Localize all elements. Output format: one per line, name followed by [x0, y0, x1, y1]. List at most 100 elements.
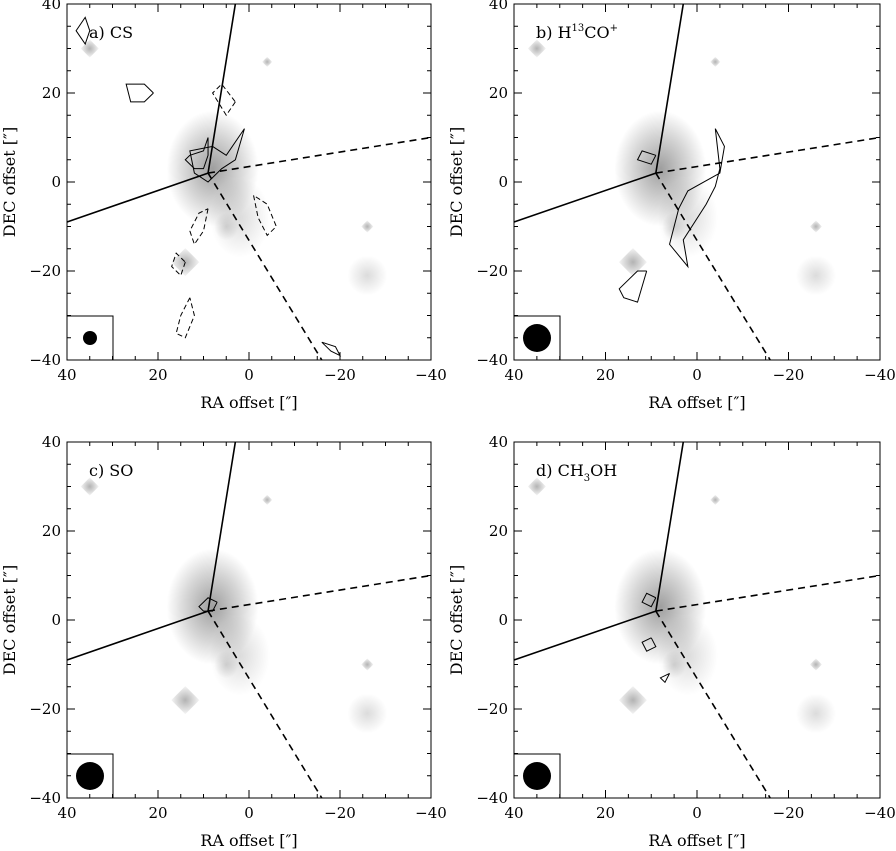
ticks — [513, 3, 881, 361]
contour-dashed — [253, 194, 277, 237]
contour-solid — [125, 83, 154, 103]
axis-dashed-south — [655, 172, 771, 361]
y-tick-label: 0 — [51, 173, 61, 191]
x-tick-label: −20 — [773, 804, 805, 822]
y-tick-label: 20 — [489, 522, 508, 540]
diamond-source-3 — [361, 220, 374, 233]
axis-dashed-south — [207, 172, 323, 361]
outflow-axes — [66, 3, 432, 361]
beam-circle — [76, 762, 104, 790]
x-tick-label: 40 — [57, 366, 76, 384]
faint-blob-east — [795, 693, 836, 734]
greyscale-image — [527, 39, 836, 296]
x-tick-label: 40 — [57, 804, 76, 822]
x-tick-label: 40 — [504, 804, 523, 822]
x-tick-label: 20 — [148, 804, 167, 822]
panel-label: b) H13CO+ — [536, 23, 618, 42]
y-axis-title: DEC offset [″] — [0, 565, 19, 676]
diamond-source-2 — [527, 39, 546, 58]
axis-solid-east — [513, 172, 657, 223]
x-axis-title: RA offset [″] — [648, 393, 745, 412]
x-tick-label: −40 — [864, 366, 896, 384]
y-tick-label: 40 — [42, 0, 61, 13]
x-tick-label: −40 — [864, 804, 896, 822]
x-tick-label: 20 — [148, 366, 167, 384]
x-tick-label: −20 — [324, 804, 356, 822]
axis-solid-east — [66, 172, 209, 223]
beam-circle — [523, 762, 551, 790]
x-axis-title: RA offset [″] — [648, 831, 745, 850]
beam-circle — [523, 324, 551, 352]
contour-dashed — [211, 83, 236, 117]
y-tick-label: 40 — [42, 433, 61, 451]
faint-blob-east — [347, 255, 388, 296]
diamond-source-2 — [80, 477, 99, 496]
x-tick-label: 20 — [596, 804, 615, 822]
diamond-source-4 — [262, 494, 273, 505]
y-tick-label: −40 — [29, 789, 61, 807]
faint-blob-east — [795, 255, 836, 296]
ticks — [66, 3, 432, 361]
greyscale-image — [80, 477, 388, 734]
contours — [641, 592, 670, 684]
y-tick-label: 0 — [498, 611, 508, 629]
diamond-source-3 — [809, 220, 822, 233]
faint-blob-east — [347, 693, 388, 734]
x-tick-label: 0 — [244, 366, 254, 384]
diamond-source-1 — [618, 686, 647, 715]
panel-4: 40 20 0 −20 −40 −40 −20 0 20 40 RA offset [″] DEC o… — [447, 433, 896, 850]
greyscale-image — [527, 477, 836, 734]
contour-dashed — [171, 252, 186, 277]
faint-blob-south — [214, 650, 239, 679]
axis-dashed-west — [207, 136, 432, 174]
y-tick-label: −40 — [476, 351, 508, 369]
diamond-source-3 — [361, 658, 374, 671]
axis-solid-north — [207, 441, 237, 612]
y-tick-label: −20 — [476, 700, 508, 718]
y-tick-label: 20 — [42, 84, 61, 102]
y-tick-label: 40 — [489, 433, 508, 451]
ticks — [66, 441, 432, 799]
y-tick-label: 0 — [498, 173, 508, 191]
outflow-axes — [513, 441, 881, 799]
y-axis-title: DEC offset [″] — [447, 127, 466, 238]
contour-solid — [618, 270, 648, 303]
axis-dashed-west — [655, 136, 881, 174]
axis-solid-north — [655, 3, 685, 174]
y-tick-label: 40 — [489, 0, 508, 13]
y-tick-label: −20 — [476, 262, 508, 280]
diamond-source-3 — [809, 658, 822, 671]
y-tick-label: −40 — [476, 789, 508, 807]
x-tick-label: 20 — [596, 366, 615, 384]
panel-3: 40 20 0 −20 −40 −40 −20 0 20 40 RA offset [″] DEC o… — [0, 433, 447, 850]
y-tick-label: 0 — [51, 611, 61, 629]
x-tick-label: −20 — [773, 366, 805, 384]
x-tick-label: −20 — [324, 366, 356, 384]
x-tick-label: 40 — [504, 366, 523, 384]
beam-circle — [83, 331, 97, 345]
axis-solid-east — [513, 610, 657, 661]
contour-solid — [669, 128, 725, 269]
axis-dashed-west — [655, 574, 881, 612]
axis-solid-north — [207, 3, 237, 174]
greyscale-image — [80, 39, 388, 296]
contour-solid — [198, 597, 218, 612]
y-tick-label: 20 — [42, 522, 61, 540]
y-tick-label: −40 — [29, 351, 61, 369]
panel-label: d) CH3OH — [536, 461, 617, 484]
x-tick-label: 0 — [692, 366, 702, 384]
faint-blob-south — [662, 650, 687, 679]
y-axis-title: DEC offset [″] — [447, 565, 466, 676]
x-tick-label: 0 — [692, 804, 702, 822]
x-tick-label: −40 — [415, 804, 447, 822]
x-axis-title: RA offset [″] — [200, 393, 297, 412]
outflow-axes — [66, 441, 432, 799]
contour-dashed — [189, 208, 209, 246]
contour-solid — [641, 637, 657, 652]
y-tick-label: 20 — [489, 84, 508, 102]
x-axis-title: RA offset [″] — [200, 831, 297, 850]
panel-1: 40 20 0 −20 −40 −40 −20 0 20 40 RA offset [″] DEC o… — [0, 0, 447, 412]
contour-solid — [659, 672, 670, 684]
ticks — [513, 441, 881, 799]
